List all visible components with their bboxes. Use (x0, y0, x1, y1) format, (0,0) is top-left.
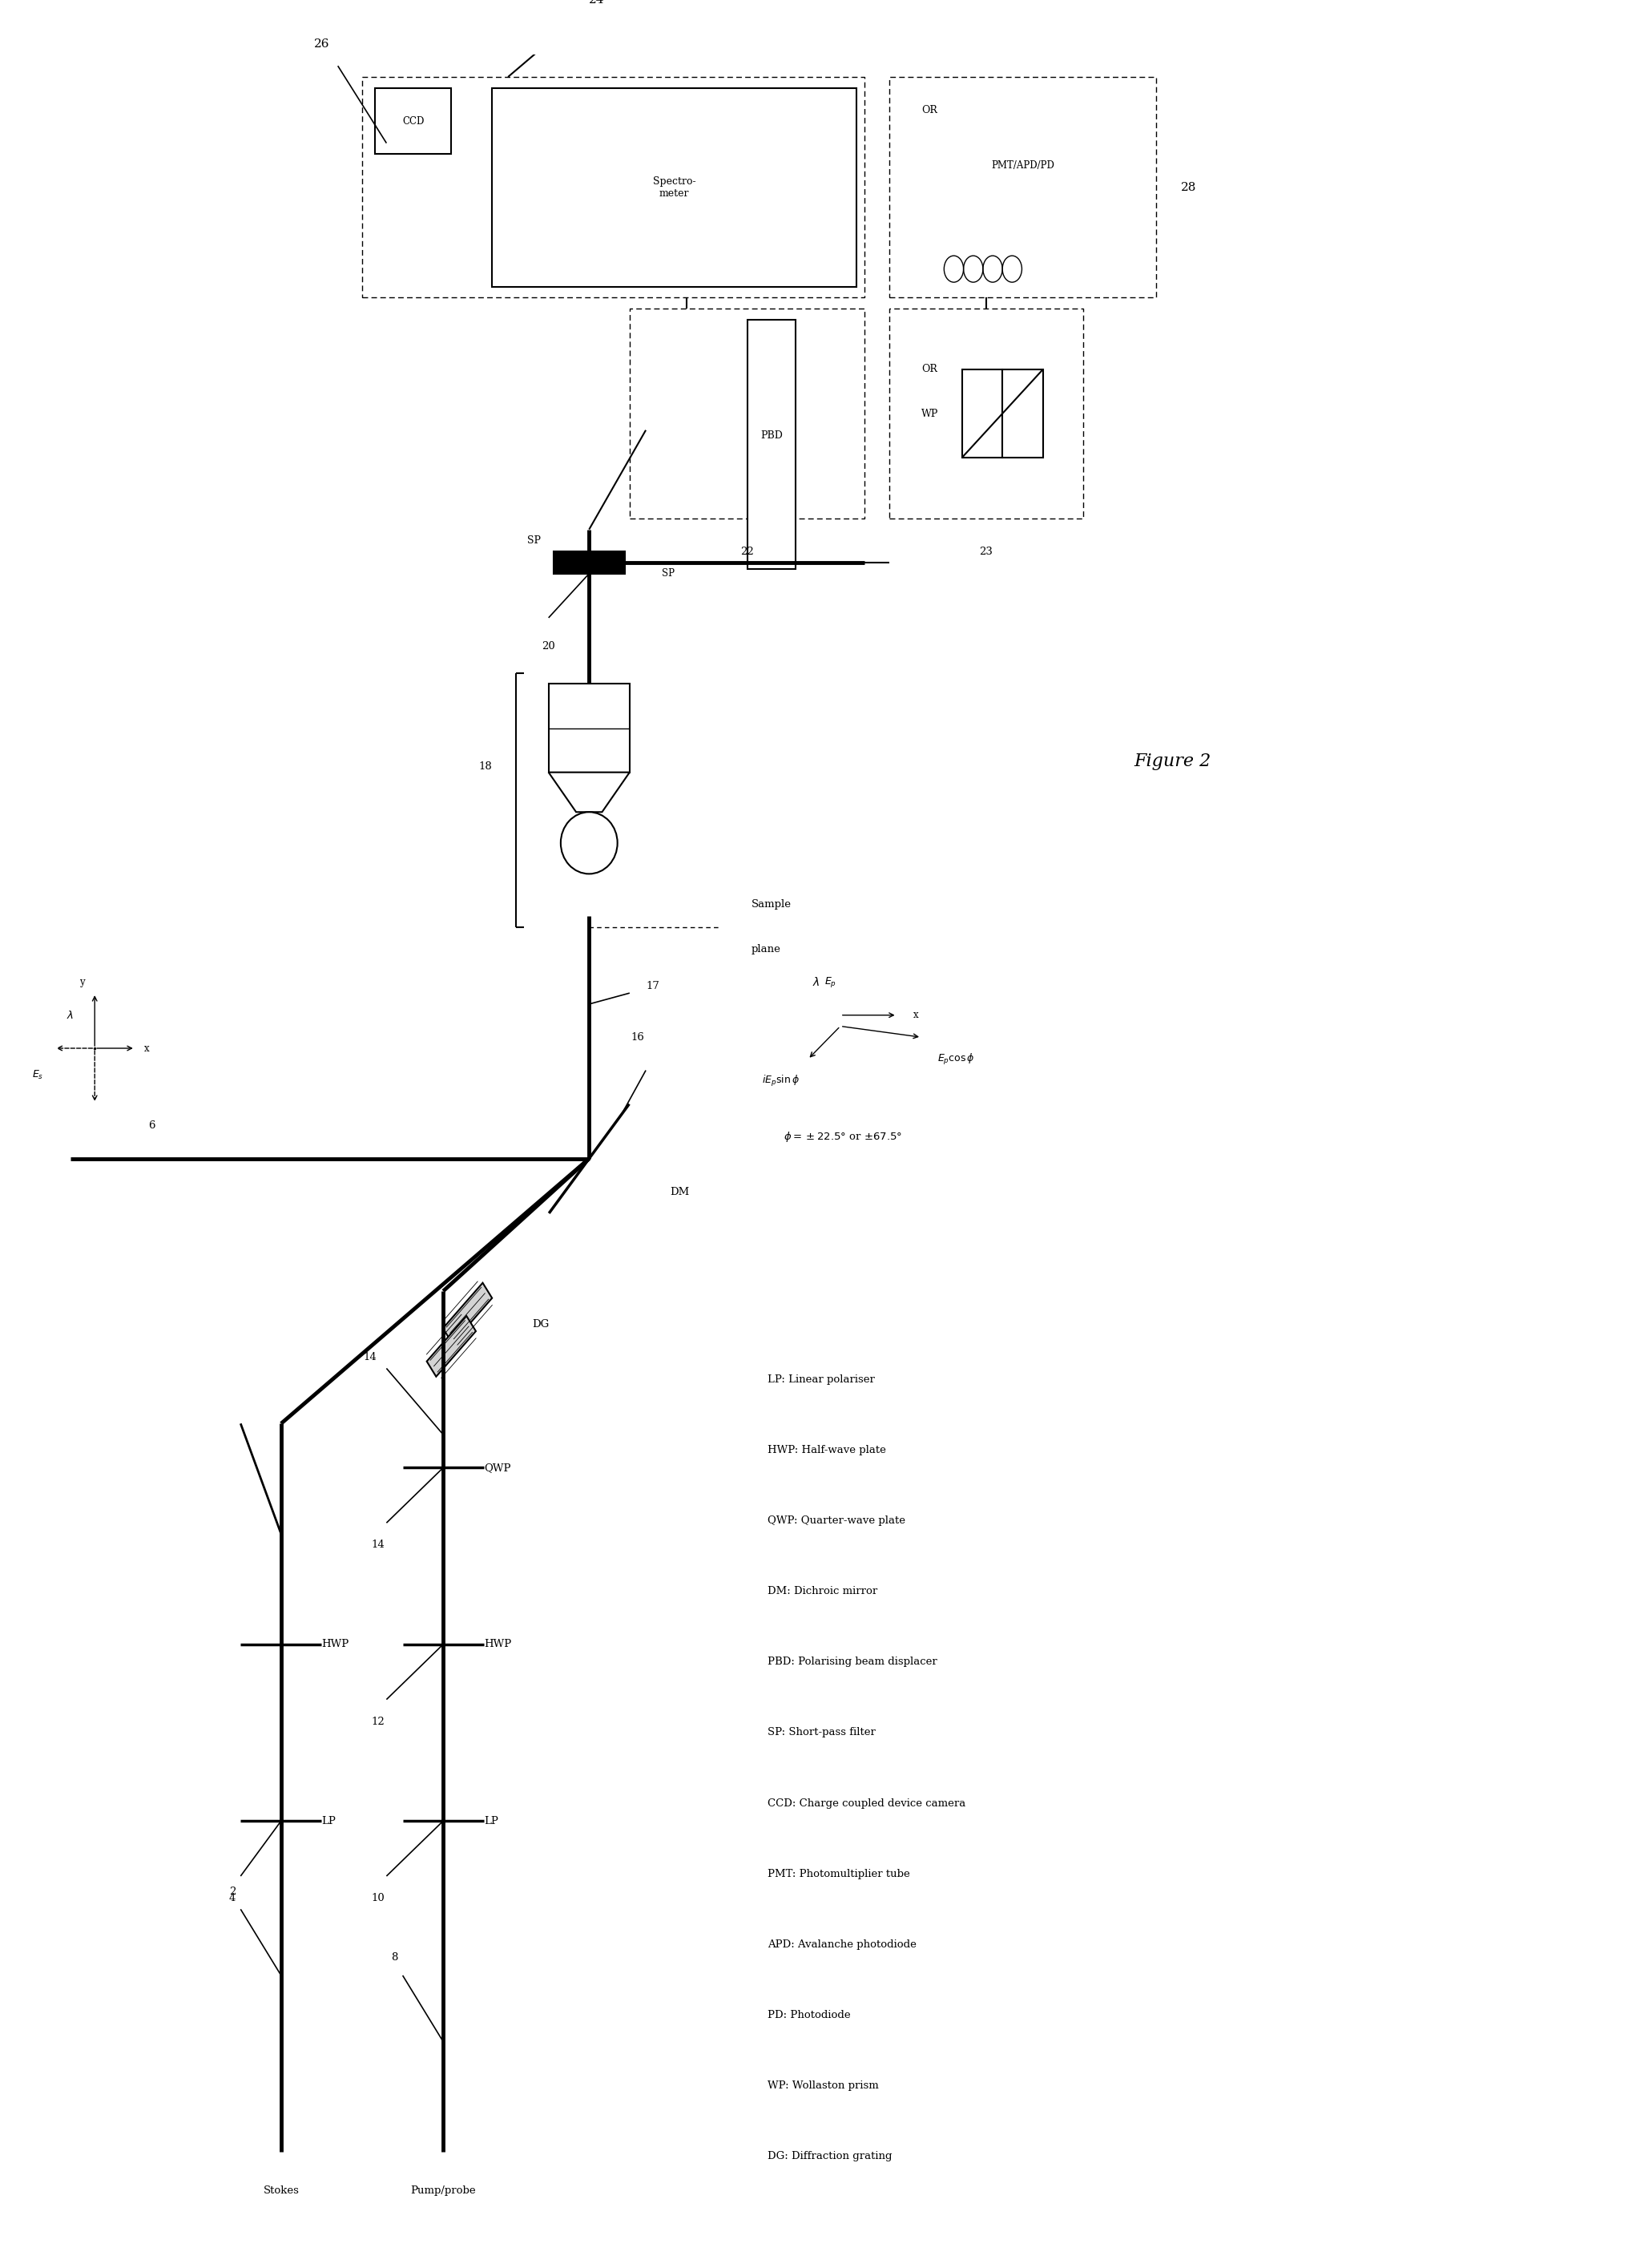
Bar (362, 77, 865, 297)
Polygon shape (548, 773, 630, 812)
Text: 2: 2 (228, 1887, 237, 1896)
Text: HWP: HWP (322, 1640, 349, 1649)
Text: 20: 20 (542, 642, 555, 651)
Bar (548, 685, 630, 773)
Text: 14: 14 (364, 1352, 377, 1363)
Text: OR: OR (922, 104, 937, 116)
Text: PD: Photodiode: PD: Photodiode (767, 2009, 850, 2021)
Text: $iE_p\sin\phi$: $iE_p\sin\phi$ (762, 1075, 800, 1089)
Text: Stokes: Stokes (263, 2184, 299, 2195)
Text: $E_p\cos\phi$: $E_p\cos\phi$ (937, 1052, 974, 1066)
Polygon shape (426, 1315, 477, 1377)
Text: LP: LP (483, 1817, 498, 1826)
Text: HWP: Half-wave plate: HWP: Half-wave plate (767, 1445, 886, 1456)
Text: PMT: Photomultiplier tube: PMT: Photomultiplier tube (767, 1869, 909, 1880)
Bar (491, 88, 857, 286)
Text: Sample: Sample (751, 900, 792, 909)
Bar (889, 77, 1157, 297)
Text: Pump/probe: Pump/probe (411, 2184, 477, 2195)
Text: QWP: QWP (483, 1463, 511, 1472)
Text: PBD: PBD (761, 431, 783, 440)
Text: 28: 28 (1180, 181, 1196, 193)
Text: $E_s$: $E_s$ (33, 1068, 44, 1082)
Text: y: y (78, 978, 85, 987)
Text: WP: WP (922, 408, 938, 420)
Text: CCD: Charge coupled device camera: CCD: Charge coupled device camera (767, 1799, 966, 1808)
Polygon shape (961, 370, 1002, 458)
Text: plane: plane (751, 943, 780, 955)
Text: PBD: Polarising beam displacer: PBD: Polarising beam displacer (767, 1656, 937, 1667)
Text: DM: Dichroic mirror: DM: Dichroic mirror (767, 1585, 878, 1597)
Text: SP: SP (527, 535, 540, 547)
Bar (630, 308, 865, 519)
Text: CCD: CCD (401, 116, 424, 127)
Text: 12: 12 (372, 1717, 385, 1726)
Text: DM: DM (671, 1186, 690, 1198)
Text: PMT/APD/PD: PMT/APD/PD (991, 161, 1054, 170)
Text: 18: 18 (478, 762, 491, 771)
Text: DG: Diffraction grating: DG: Diffraction grating (767, 2152, 893, 2161)
Text: $E_p$: $E_p$ (824, 975, 836, 989)
Text: 8: 8 (392, 1953, 398, 1964)
Text: SP: SP (663, 569, 676, 578)
Text: LP: LP (322, 1817, 336, 1826)
Bar (553, 551, 625, 574)
Text: 10: 10 (372, 1894, 385, 1903)
Text: WP: Wollaston prism: WP: Wollaston prism (767, 2080, 878, 2091)
Text: 26: 26 (313, 39, 330, 50)
Text: OR: OR (922, 365, 937, 374)
Polygon shape (442, 1284, 493, 1343)
Text: SP: Short-pass filter: SP: Short-pass filter (767, 1728, 875, 1737)
Text: $\phi = \pm22.5°$ or $\pm67.5°$: $\phi = \pm22.5°$ or $\pm67.5°$ (783, 1129, 902, 1143)
Text: 22: 22 (741, 547, 754, 556)
Bar (375, 88, 452, 154)
Text: DG: DG (532, 1320, 550, 1329)
Text: 4: 4 (228, 1894, 237, 1903)
Text: 24: 24 (589, 0, 605, 5)
Text: x: x (144, 1043, 149, 1052)
Text: LP: Linear polariser: LP: Linear polariser (767, 1374, 875, 1383)
Text: Spectro-
meter: Spectro- meter (653, 177, 695, 200)
Text: 6: 6 (149, 1120, 155, 1132)
Text: APD: Avalanche photodiode: APD: Avalanche photodiode (767, 1939, 916, 1950)
Bar (889, 308, 1084, 519)
Text: x: x (914, 1009, 919, 1021)
Text: 16: 16 (632, 1032, 645, 1043)
Ellipse shape (561, 812, 617, 873)
Bar (747, 320, 796, 569)
Text: Figure 2: Figure 2 (1134, 753, 1211, 771)
Text: HWP: HWP (483, 1640, 511, 1649)
Text: 17: 17 (646, 982, 659, 991)
Text: QWP: Quarter-wave plate: QWP: Quarter-wave plate (767, 1515, 906, 1526)
Text: 23: 23 (979, 547, 992, 556)
Text: $\lambda$: $\lambda$ (67, 1009, 73, 1021)
Polygon shape (1002, 370, 1043, 458)
Text: $\lambda$: $\lambda$ (813, 975, 819, 989)
Text: 14: 14 (372, 1540, 385, 1549)
